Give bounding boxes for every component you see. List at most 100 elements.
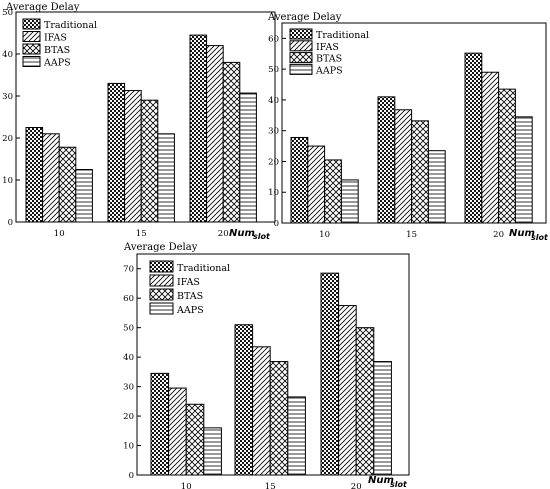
y-tick-label: 50 [123,324,134,334]
x-axis-label-sub: slot [253,232,271,241]
legend-label-traditional: Traditional [177,263,230,274]
bar-traditional-10 [25,127,44,223]
axis-ticks: 0 10 20 30 40 50 60 70 10 15 20 [123,265,361,489]
bars [25,34,257,223]
y-axis-label: Average Delay [267,12,342,23]
y-tick-label: 60 [123,294,134,304]
bars [290,52,533,224]
legend-swatch-aaps [149,302,174,315]
y-tick-label: 50 [268,65,279,75]
bar-aaps-20 [373,361,392,476]
y-tick-label: 20 [2,134,13,144]
x-axis-label: Num slot [509,228,549,242]
x-tick-label: 20 [493,230,504,240]
x-axis-label: Num slot [368,475,408,489]
legend-swatch-ifas [289,40,313,52]
legend-label-btas: BTAS [44,45,70,56]
bar-aaps-20 [239,92,257,223]
bar-btas-10 [185,403,205,476]
legend-swatch-btas [289,52,313,64]
x-tick-label: 15 [265,482,276,489]
legend-swatch-aaps [22,56,41,67]
chart-panel-2: Average Delay 0 10 20 30 40 50 60 10 15 20 Tradit… [267,12,549,242]
x-tick-label: 10 [54,229,65,239]
bar-btas-10 [58,146,77,223]
bar-aaps-20 [514,116,533,224]
bar-btas-20 [498,88,516,224]
legend-label-btas: BTAS [316,54,342,65]
bar-traditional-15 [377,96,396,224]
bar-traditional-15 [107,82,126,223]
bar-aaps-10 [203,427,222,476]
y-tick-label: 20 [268,157,279,167]
bar-btas-20 [222,61,241,223]
y-tick-label: 30 [268,127,279,137]
legend: Traditional IFAS BTAS AAPS [149,260,230,316]
legend-swatch-ifas [149,274,174,287]
x-tick-label: 15 [406,230,417,240]
bars [150,272,392,476]
bar-aaps-15 [427,150,446,224]
bar-ifas-10 [42,133,60,223]
x-axis-label-sub: slot [390,480,408,489]
x-tick-label: 10 [181,482,192,489]
legend-label-ifas: IFAS [44,33,67,44]
legend-swatch-btas [149,288,174,301]
legend-label-ifas: IFAS [316,42,339,53]
x-tick-label: 10 [319,230,330,240]
legend-swatch-ifas [22,31,41,42]
y-tick-label: 40 [2,50,13,60]
legend-label-aaps: AAPS [176,305,204,316]
x-axis-label-sub: slot [531,233,549,242]
bar-traditional-20 [464,52,483,224]
x-axis-label-main: Num [229,228,255,239]
legend-label-ifas: IFAS [177,277,200,288]
x-tick-label: 15 [136,229,147,239]
bar-ifas-20 [206,45,224,223]
y-tick-label: 30 [123,383,134,393]
x-tick-label: 20 [351,482,362,489]
y-tick-label: 50 [2,8,13,18]
x-axis-label-main: Num [509,228,535,239]
y-tick-label: 0 [129,471,134,481]
legend-swatch-traditional [289,28,313,40]
bar-traditional-10 [150,372,170,476]
bar-aaps-10 [75,169,93,223]
legend-label-traditional: Traditional [44,20,97,31]
bar-btas-20 [355,327,375,476]
bar-traditional-10 [290,136,309,224]
legend-swatch-btas [22,43,41,55]
y-tick-label: 10 [123,442,134,452]
y-tick-label: 0 [8,218,13,228]
bar-aaps-15 [287,396,306,476]
y-tick-label: 10 [2,176,13,186]
y-tick-label: 70 [123,265,134,275]
bar-ifas-10 [307,145,326,224]
x-tick-label: 20 [218,229,229,239]
bar-ifas-15 [252,346,271,476]
legend-swatch-aaps [289,63,313,75]
bar-btas-15 [269,361,289,476]
x-axis-label: Num slot [229,228,271,241]
y-tick-label: 60 [268,34,279,44]
y-tick-label: 10 [268,188,279,198]
bar-traditional-20 [189,34,208,223]
bar-btas-15 [411,120,429,224]
y-tick-label: 40 [123,353,134,363]
x-axis-label-main: Num [368,475,394,486]
y-tick-label: 0 [274,219,279,229]
bar-ifas-15 [124,90,142,223]
bar-aaps-15 [157,133,175,223]
y-tick-label: 30 [2,92,13,102]
legend-label-aaps: AAPS [315,65,343,76]
bar-traditional-15 [234,324,254,476]
y-axis-label: Average Delay [123,242,198,253]
legend-label-btas: BTAS [177,291,203,302]
bar-ifas-20 [338,305,357,476]
chart-panel-3: Average Delay 0 10 20 30 40 50 60 70 10 15 20 Trad… [123,242,410,489]
legend-label-aaps: AAPS [43,58,71,69]
y-axis-label: Average Delay [5,2,80,13]
legend-swatch-traditional [149,260,174,273]
